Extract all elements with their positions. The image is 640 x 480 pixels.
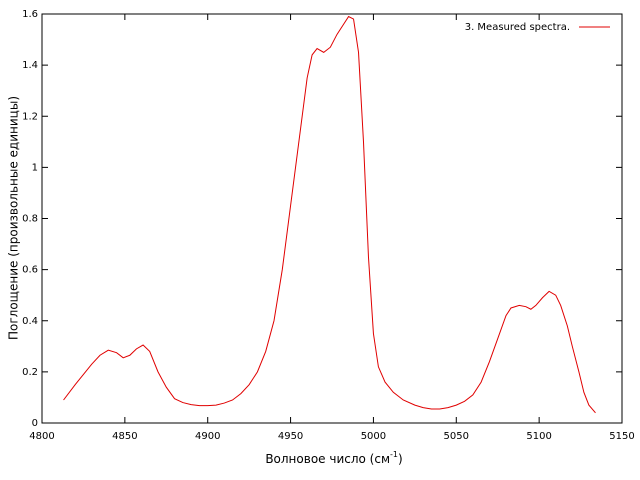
x-tick-label: 5150 xyxy=(609,431,634,442)
y-tick-label: 0.2 xyxy=(22,367,38,378)
x-tick-label: 4950 xyxy=(278,431,303,442)
x-label-close: ) xyxy=(398,452,403,466)
y-tick-label: 0.6 xyxy=(22,265,38,276)
x-label-main: Волновое число (см xyxy=(265,452,390,466)
spectrum-line xyxy=(63,15,596,414)
x-tick-label: 4900 xyxy=(195,431,220,442)
y-tick-label: 1.2 xyxy=(22,111,38,122)
y-tick-label: 1.4 xyxy=(22,60,38,71)
x-tick-label: 5000 xyxy=(361,431,386,442)
y-axis-label: Поглощение (произвольные единицы) xyxy=(7,96,21,340)
x-tick-label: 5100 xyxy=(526,431,551,442)
y-tick-label: 1 xyxy=(32,162,38,173)
y-tick-label: 1.6 xyxy=(22,9,38,20)
x-tick-label: 5050 xyxy=(444,431,469,442)
x-tick-label: 4850 xyxy=(112,431,137,442)
y-tick-label: 0 xyxy=(32,418,38,429)
y-tick-label: 0.8 xyxy=(22,214,38,225)
x-tick-label: 4800 xyxy=(29,431,54,442)
x-label-sup: -1 xyxy=(390,450,398,459)
plot-frame xyxy=(41,13,623,424)
legend-label: 3. Measured spectra. xyxy=(465,22,570,33)
y-tick-label: 0.4 xyxy=(22,316,38,327)
x-axis-label: Волновое число (см-1) xyxy=(265,450,402,466)
